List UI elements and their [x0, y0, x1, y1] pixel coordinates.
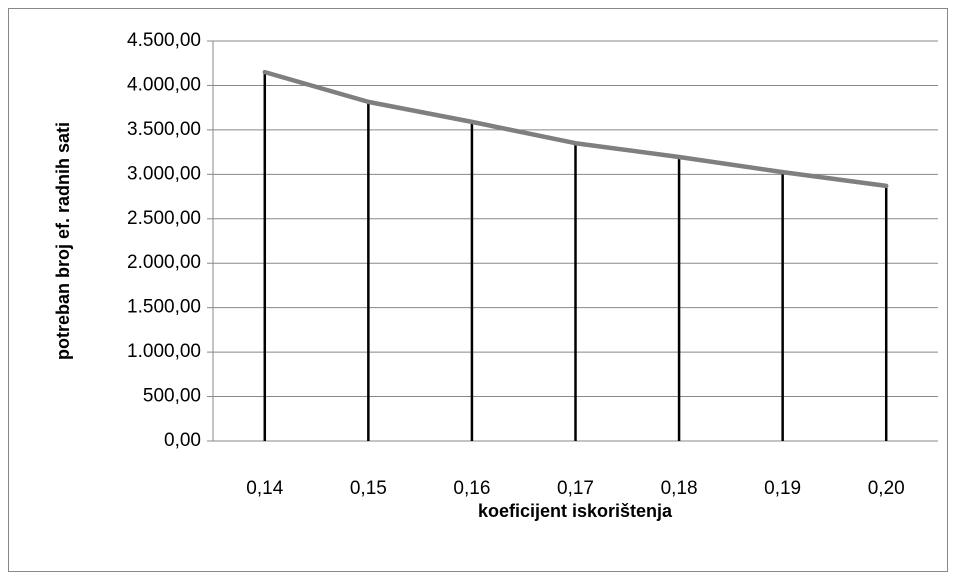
x-tick-label: 0,18: [661, 478, 698, 499]
y-tick-label: 1.000,00: [127, 341, 201, 362]
x-tick-label: 0,17: [557, 478, 594, 499]
y-axis-title: potreban broj ef. radnih sati: [53, 122, 73, 360]
x-tick-label: 0,14: [246, 478, 283, 499]
y-tick-label: 0,00: [164, 430, 201, 451]
x-tick-label: 0,19: [764, 478, 801, 499]
y-tick-label: 1.500,00: [127, 297, 201, 318]
x-tick-label: 0,16: [453, 478, 490, 499]
chart-frame: [8, 8, 948, 572]
y-tick-label: 3.000,00: [127, 163, 201, 184]
y-tick-label: 500,00: [143, 386, 201, 407]
y-tick-label: 4.000,00: [127, 74, 201, 95]
x-axis-title: koeficijent iskorištenja: [478, 501, 673, 521]
x-tick-label: 0,15: [350, 478, 387, 499]
y-tick-label: 2.500,00: [127, 208, 201, 229]
x-tick-label: 0,20: [868, 478, 905, 499]
line-series: [262, 69, 889, 189]
y-tick-label: 2.000,00: [127, 252, 201, 273]
y-tick-label: 3.500,00: [127, 119, 201, 140]
y-tick-label: 4.500,00: [127, 30, 201, 51]
